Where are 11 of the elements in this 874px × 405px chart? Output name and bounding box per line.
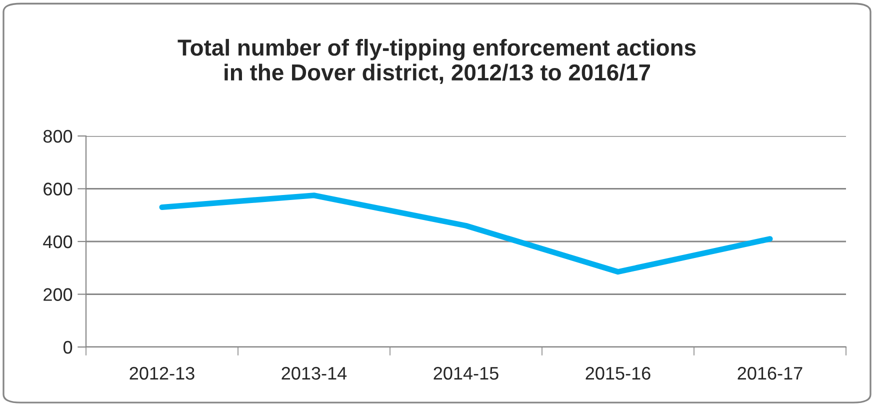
x-tick-label: 2012-13	[130, 366, 194, 380]
x-tick-label: 2015-16	[586, 366, 650, 380]
x-tick-label: 2013-14	[282, 366, 347, 380]
y-tick-label: 400	[43, 235, 72, 248]
y-tick-label: 800	[43, 130, 72, 143]
y-tick-label: 200	[44, 288, 72, 301]
y-tick-label: 600	[44, 182, 72, 196]
chart-title: Total number of fly-tipping enforcement actions in the Dover district, 2012/13 to 2016/17	[178, 38, 696, 84]
y-tick-label: 0	[63, 340, 72, 354]
x-tick-label: 2016-17	[738, 366, 802, 380]
x-tick-label: 2014-15	[434, 366, 498, 380]
